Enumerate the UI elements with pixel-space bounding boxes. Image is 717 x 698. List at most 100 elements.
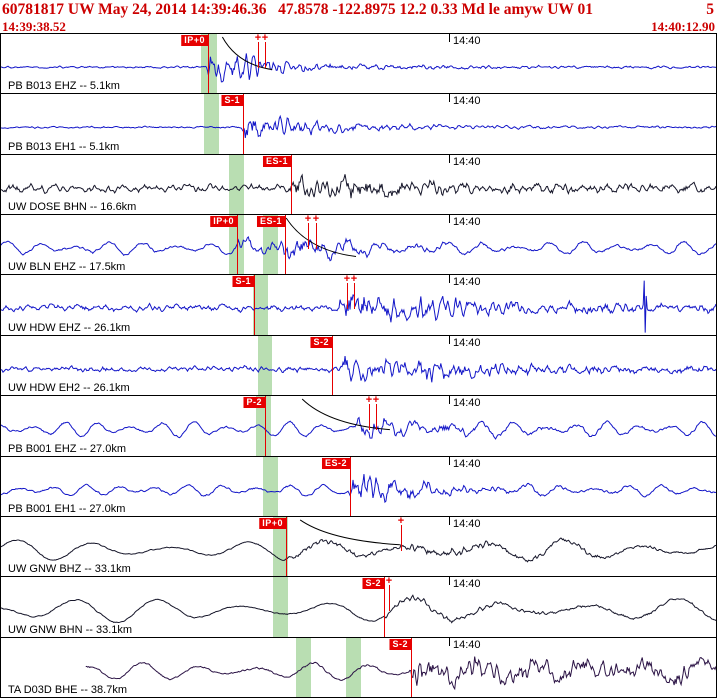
trace-count: 5 [706,1,714,18]
phase-pick-label[interactable]: IP+0 [210,216,237,228]
waveform[interactable] [1,396,716,455]
flag-plus-icon: + [312,214,320,226]
phase-pick-line[interactable] [254,275,255,335]
time-tick-label: 14:40 [453,276,481,289]
phase-pick-line[interactable] [208,34,209,94]
trace-panel[interactable]: 14:40 IP+0 ES-1 + + UW BLN EHZ -- 17.5km [1,214,716,275]
highlight-layer [1,396,716,456]
travel-time-curve [222,37,272,70]
waveform[interactable] [1,34,716,93]
amplitude-flag[interactable] [376,404,377,431]
phase-pick-label[interactable]: S-1 [232,276,254,288]
phase-pick-label[interactable]: IP+0 [181,35,208,46]
phase-pick-label[interactable]: S-2 [362,578,384,590]
station-label: UW BLN EHZ -- 17.5km [8,261,126,274]
phase-pick-line[interactable] [285,215,286,275]
amplitude-flag[interactable] [401,524,402,551]
phase-pick-line[interactable] [411,637,412,697]
waveform-trace-line [1,596,716,623]
phase-pick-line[interactable] [291,154,292,215]
event-header: 60781817 UW May 24, 2014 14:39:46.36 47.… [0,0,717,20]
trace-panel[interactable]: 14:40 S-2 TA D03D BHE -- 38.7km [1,636,716,697]
waveform[interactable] [1,577,716,636]
time-tick-label: 14:40 [453,336,481,349]
time-tick-label: 14:40 [453,457,481,470]
station-label: UW GNW BHN -- 33.1km [8,623,133,636]
amplitude-flag[interactable] [308,223,309,250]
trace-panels: 14:40 IP+0 + + PB B013 EHZ -- 5.1km 14:40 … [0,33,717,698]
station-label: PB B013 EH1 -- 5.1km [8,140,120,153]
trace-panel[interactable]: 14:40 IP+0 + UW GNW BHZ -- 33.1km [1,515,716,577]
phase-pick-line[interactable] [243,94,244,154]
amplitude-flag[interactable] [258,42,259,68]
station-label: UW HDW EHZ -- 26.1km [8,321,131,334]
trace-panel[interactable]: 14:40 S-1 + + UW HDW EHZ -- 26.1km [1,274,716,335]
time-tick [449,516,450,525]
waveform[interactable] [1,638,716,697]
trace-panel[interactable]: 14:40 S-2 + UW GNW BHN -- 33.1km [1,576,716,637]
time-tick [449,456,450,465]
pick-window-highlight [273,577,288,637]
pick-layer: IP+0 + [1,515,716,577]
trace-panel[interactable]: 14:40 S-2 UW HDW EH2 -- 26.1km [1,334,716,396]
phase-pick-line[interactable] [237,215,238,275]
waveform-trace-line [1,538,716,562]
waveform[interactable] [1,215,716,274]
time-tick [449,335,450,344]
event-summary: 60781817 UW May 24, 2014 14:39:46.36 47.… [2,1,593,18]
trace-panel[interactable]: 14:40 IP+0 + + PB B013 EHZ -- 5.1km [1,34,716,94]
waveform[interactable] [1,155,716,214]
highlight-layer [1,275,716,335]
trace-panel[interactable]: 14:40 S-1 PB B013 EH1 -- 5.1km [1,93,716,154]
phase-pick-label[interactable]: IP+0 [259,517,286,529]
phase-pick-label[interactable]: P-2 [243,397,265,409]
highlight-layer [1,516,716,577]
phase-pick-line[interactable] [350,456,351,516]
waveform-trace-line [1,53,716,81]
waveform[interactable] [1,336,716,395]
waveform[interactable] [1,517,716,576]
highlight-layer [1,335,716,396]
pick-window-highlight [204,94,219,154]
amplitude-flag[interactable] [369,404,370,431]
pick-window-highlight [201,34,217,94]
highlight-layer [1,456,716,516]
flag-plus-icon: + [343,274,351,286]
flag-plus-icon: + [261,34,269,44]
phase-pick-line[interactable] [265,396,266,456]
station-label: TA D03D BHE -- 38.7km [8,683,127,696]
amplitude-flag[interactable] [265,42,266,68]
amplitude-flag[interactable] [316,223,317,250]
time-tick [449,396,450,405]
amplitude-flag[interactable] [347,283,348,310]
waveform[interactable] [1,457,716,516]
pick-layer: ES-2 [1,456,716,516]
phase-pick-line[interactable] [286,516,287,577]
station-label: UW GNW BHZ -- 33.1km [8,563,131,576]
phase-pick-line[interactable] [384,577,385,637]
phase-pick-label[interactable]: ES-2 [321,457,350,469]
phase-pick-line[interactable] [332,335,333,396]
time-tick [449,154,450,163]
amplitude-flag[interactable] [354,283,355,310]
waveform-trace-line [1,418,716,439]
flag-plus-icon: + [397,515,405,527]
pick-layer: S-2 [1,335,716,396]
phase-pick-label[interactable]: S-2 [389,638,411,650]
waveform[interactable] [1,275,716,334]
phase-pick-label[interactable]: ES-1 [262,155,291,167]
time-tick-label: 14:40 [453,397,481,410]
trace-panel[interactable]: 14:40 P-2 + + PB B001 EHZ -- 27.0km [1,395,716,456]
trace-panel[interactable]: 14:40 ES-1 UW DOSE BHN -- 16.6km [1,153,716,215]
phase-pick-label[interactable]: ES-1 [256,216,285,228]
waveform[interactable] [1,94,716,153]
trace-panel[interactable]: 14:40 ES-2 PB B001 EH1 -- 27.0km [1,455,716,516]
pick-layer: S-1 [1,94,716,154]
highlight-layer [1,577,716,637]
time-tick [449,94,450,103]
phase-pick-label[interactable]: S-1 [221,95,243,107]
phase-pick-label[interactable]: S-2 [310,336,332,348]
flag-plus-icon: + [350,274,358,286]
amplitude-flag[interactable] [389,585,390,612]
